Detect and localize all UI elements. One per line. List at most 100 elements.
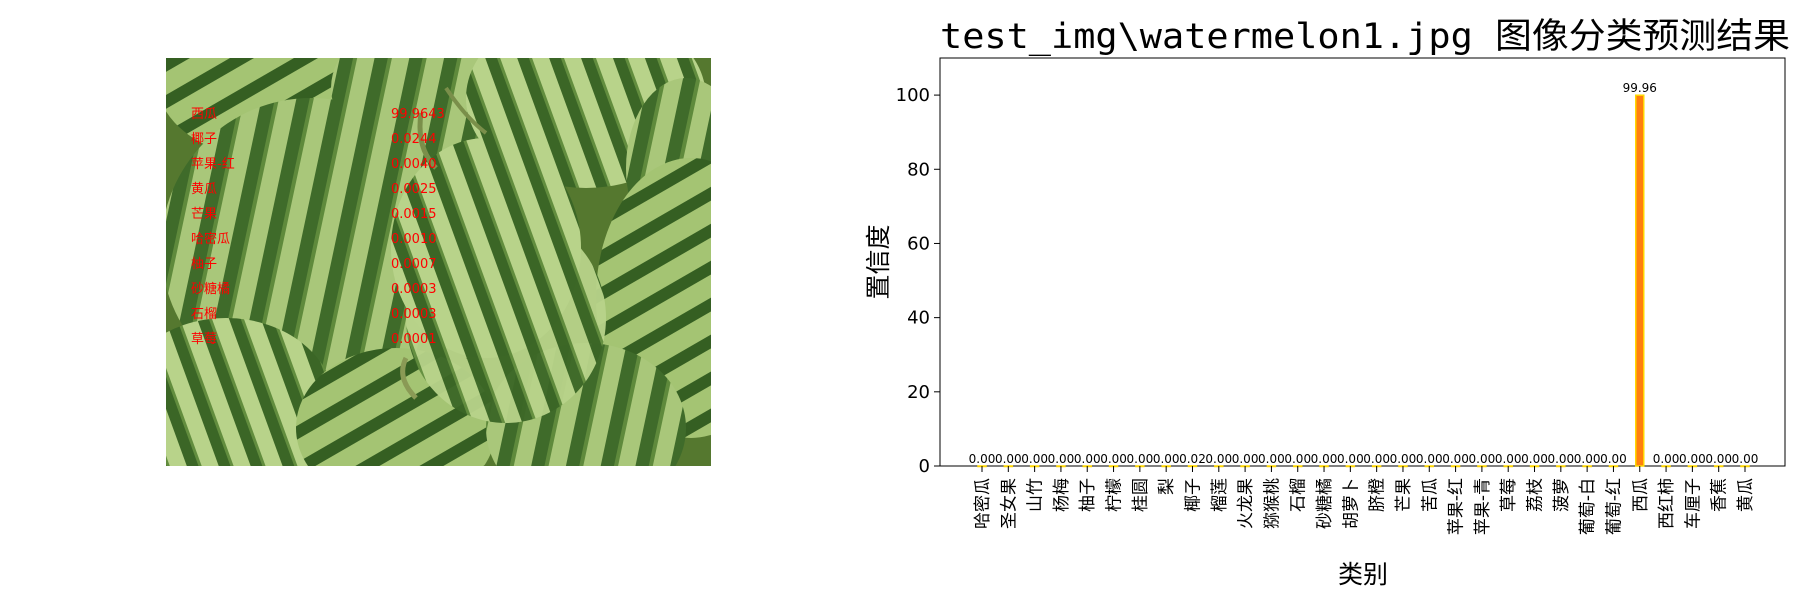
x-tick-label: 椰子 — [1183, 478, 1203, 512]
x-tick-label: 梨 — [1157, 478, 1177, 495]
prediction-label: 砂糖橘 — [191, 281, 230, 297]
y-tick-label: 0 — [919, 456, 930, 477]
y-axis-label: 置信度 — [864, 224, 893, 299]
bar-value-label: 0.00 — [1521, 452, 1548, 466]
x-tick-label: 山竹 — [1026, 478, 1046, 512]
x-tick-label: 葡萄-红 — [1604, 478, 1624, 535]
x-tick-label: 荔枝 — [1526, 478, 1546, 512]
bar-value-label: 0.00 — [1705, 452, 1732, 466]
bar — [1608, 465, 1619, 468]
bar — [1292, 465, 1303, 468]
bar — [1161, 465, 1171, 468]
bar-value-label: 99.96 — [1623, 81, 1657, 95]
bar-value-label: 0.00 — [1021, 452, 1048, 466]
y-tick-label: 20 — [907, 382, 930, 403]
x-tick-label: 哈密瓜 — [973, 478, 993, 529]
prediction-value: 0.0007 — [391, 257, 437, 272]
x-tick-label: 胡萝卜 — [1341, 478, 1361, 529]
watermelon-image: 西瓜 99.9643 椰子 0.0244 苹果-红 0.0040 黄瓜 0.0025 芒果 0.0… — [166, 58, 711, 466]
prediction-label: 草莓 — [191, 332, 217, 347]
bar — [1450, 465, 1461, 468]
y-tick-label: 40 — [907, 308, 930, 329]
bar — [1398, 465, 1408, 468]
bar — [1240, 465, 1250, 468]
prediction-value: 0.0010 — [391, 232, 437, 247]
plot-frame — [939, 57, 1786, 467]
bar-value-label: 0.00 — [1653, 452, 1680, 466]
x-tick-label: 芒果 — [1394, 478, 1414, 512]
prediction-overlay: 西瓜 99.9643 椰子 0.0244 苹果-红 0.0040 黄瓜 0.0025 芒果 0.0… — [191, 107, 445, 347]
bar-value-label: 0.00 — [1416, 452, 1443, 466]
x-tick-label: 黄瓜 — [1736, 478, 1756, 512]
x-axis: 哈密瓜 圣女果 山竹 杨梅 柚子 柠檬 桂圆梨椰子 榴莲 火龙果 猕猴桃 石榴 砂糖橘 胡萝卜 脐橙 芒果苦… — [973, 466, 1756, 535]
bar-value-label: 0.00 — [1284, 452, 1311, 466]
prediction-label: 椰子 — [191, 132, 217, 147]
x-axis-label: 类别 — [1338, 560, 1388, 589]
y-axis: 0 20 40 60 80 100 — [896, 85, 940, 477]
bar-value-label: 0.00 — [1363, 452, 1390, 466]
prediction-value: 0.0003 — [391, 282, 437, 297]
prediction-value: 99.9643 — [391, 107, 445, 122]
x-tick-label: 脐橙 — [1368, 478, 1388, 512]
bar — [1582, 465, 1592, 468]
bars: 0.00 0.00 0.00 0.00 0.00 0.00 0.00 0.00 0.02 0.00… — [969, 81, 1759, 468]
bar — [1687, 465, 1698, 468]
y-tick-label: 80 — [907, 159, 930, 180]
x-tick-label: 圣女果 — [999, 478, 1019, 529]
bar — [1635, 94, 1645, 467]
prediction-value: 0.0040 — [391, 157, 437, 172]
bar — [1108, 465, 1119, 468]
x-tick-label: 西红柿 — [1657, 478, 1677, 529]
x-tick-label: 西瓜 — [1631, 478, 1651, 512]
bar-value-label: 0.00 — [1390, 452, 1417, 466]
bar-value-label: 0.00 — [1048, 452, 1075, 466]
bar-value-label: 0.00 — [1311, 452, 1338, 466]
bar — [1029, 465, 1040, 468]
bar — [1319, 465, 1329, 468]
bar-value-label: 0.00 — [1127, 452, 1154, 466]
prediction-value: 0.0015 — [391, 207, 437, 222]
x-tick-label: 榴莲 — [1210, 478, 1230, 512]
x-tick-label: 柠檬 — [1105, 478, 1125, 512]
bar-value-label: 0.00 — [1232, 452, 1259, 466]
x-tick-label: 香蕉 — [1710, 478, 1730, 512]
bar — [1529, 465, 1540, 468]
bar — [1082, 465, 1092, 468]
bar-value-label: 0.00 — [1732, 452, 1759, 466]
chart-title: test_img\watermelon1.jpg 图像分类预测结果 — [940, 17, 1790, 57]
bar-value-label: 0.00 — [1495, 452, 1522, 466]
bar-value-label: 0.00 — [1574, 452, 1601, 466]
bar-value-label: 0.00 — [1442, 452, 1469, 466]
bar — [1740, 465, 1750, 468]
prediction-label: 柚子 — [191, 257, 217, 272]
bar-value-label: 0.00 — [1205, 452, 1232, 466]
x-tick-label: 苦瓜 — [1420, 478, 1440, 512]
bar — [1266, 465, 1277, 468]
prediction-value: 0.0025 — [391, 182, 437, 197]
x-tick-label: 菠萝 — [1552, 478, 1572, 512]
bar-value-label: 0.00 — [1074, 452, 1101, 466]
bar — [1187, 465, 1198, 468]
bar-value-label: 0.00 — [1469, 452, 1496, 466]
prediction-label: 芒果 — [191, 206, 217, 222]
bar — [1003, 465, 1014, 468]
bar-value-label: 0.02 — [1179, 452, 1206, 466]
bar — [1661, 465, 1671, 468]
bar-value-label: 0.00 — [995, 452, 1022, 466]
watermelon-photo: 西瓜 99.9643 椰子 0.0244 苹果-红 0.0040 黄瓜 0.0025 芒果 0.0… — [166, 58, 711, 466]
prediction-label: 黄瓜 — [191, 182, 217, 197]
x-tick-label: 砂糖橘 — [1315, 478, 1335, 529]
bar — [1345, 465, 1356, 468]
prediction-label: 苹果-红 — [191, 156, 235, 172]
bar — [1713, 465, 1724, 468]
prediction-value: 0.0244 — [391, 132, 437, 147]
x-tick-label: 猕猴桃 — [1262, 478, 1282, 529]
bar — [1477, 465, 1487, 468]
x-tick-label: 葡萄-白 — [1578, 478, 1598, 535]
bar-value-label: 0.00 — [1153, 452, 1180, 466]
bar-value-label: 0.00 — [1337, 452, 1364, 466]
x-tick-label: 柚子 — [1078, 478, 1098, 512]
bar-value-label: 0.00 — [1258, 452, 1285, 466]
prediction-label: 石榴 — [191, 307, 217, 322]
bar — [1424, 465, 1435, 468]
